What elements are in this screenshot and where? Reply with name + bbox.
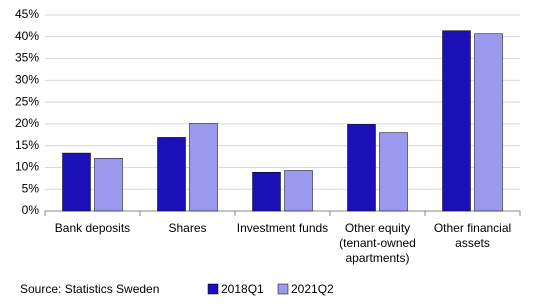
y-tick-label: 35% (15, 51, 39, 65)
y-tick-label: 15% (15, 138, 39, 152)
y-tick-label: 10% (15, 160, 39, 174)
y-tick-label: 30% (15, 73, 39, 87)
bar (379, 132, 408, 212)
y-tick-label: 0% (22, 203, 40, 217)
bar (474, 33, 503, 212)
y-tick-label: 20% (15, 116, 39, 130)
bar (62, 152, 91, 212)
legend-label: 2018Q1 (221, 282, 264, 296)
y-tick-label: 5% (22, 181, 40, 195)
x-tick-label: Other equity (tenant-owned apartments) (339, 221, 416, 265)
legend-swatch (207, 283, 219, 295)
x-tick-label: Other financial assets (433, 221, 512, 250)
bar (157, 137, 186, 212)
source: Source: Statistics Sweden (20, 282, 159, 296)
bar (252, 171, 281, 212)
x-tick-label: Shares (168, 221, 207, 235)
y-tick-label: 45% (15, 7, 39, 21)
y-tick-label: 25% (15, 94, 39, 108)
legend-label: 2021Q2 (291, 282, 334, 296)
legend-swatch (277, 283, 289, 295)
x-tick-label: Investment funds (236, 221, 329, 235)
x-tick-label: Bank deposits (54, 221, 131, 235)
bar (284, 170, 313, 212)
bar (347, 124, 376, 212)
bar (94, 158, 123, 212)
bar (189, 123, 218, 212)
bar (442, 30, 471, 212)
y-tick-label: 40% (15, 29, 39, 43)
